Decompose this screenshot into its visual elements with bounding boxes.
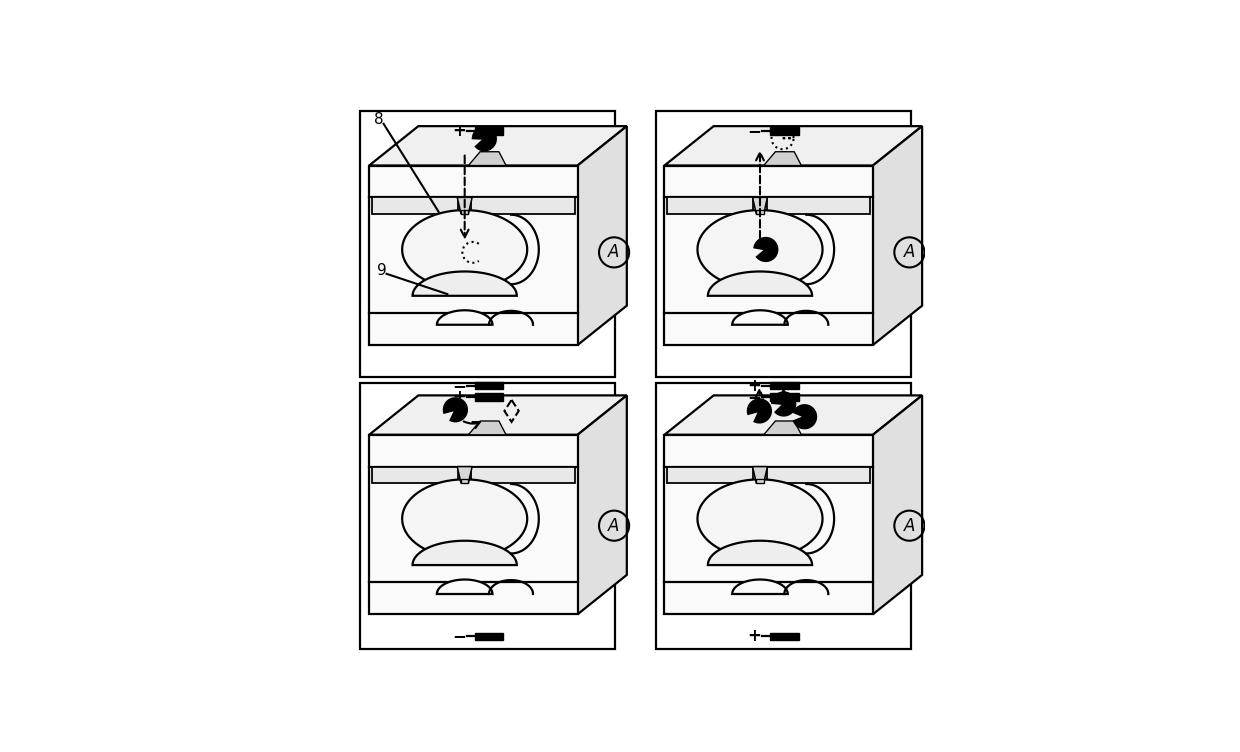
Polygon shape: [873, 126, 923, 345]
Polygon shape: [578, 126, 626, 345]
Polygon shape: [732, 580, 787, 594]
Text: A: A: [609, 244, 620, 262]
Polygon shape: [756, 479, 764, 483]
Polygon shape: [773, 393, 795, 416]
Text: +: +: [451, 122, 466, 140]
Bar: [770, 382, 799, 390]
Polygon shape: [372, 197, 458, 214]
Text: 8: 8: [374, 112, 384, 126]
Polygon shape: [794, 405, 816, 429]
Text: +: +: [451, 388, 466, 406]
Polygon shape: [413, 271, 517, 296]
Polygon shape: [436, 580, 492, 594]
Polygon shape: [472, 127, 496, 150]
Text: A: A: [904, 244, 915, 262]
Polygon shape: [667, 466, 753, 483]
Polygon shape: [708, 271, 812, 296]
Polygon shape: [471, 197, 574, 214]
Polygon shape: [458, 197, 472, 214]
Polygon shape: [471, 466, 574, 483]
Polygon shape: [372, 466, 458, 483]
Polygon shape: [402, 479, 527, 558]
Polygon shape: [444, 399, 467, 421]
Polygon shape: [370, 126, 626, 165]
Polygon shape: [469, 152, 506, 165]
Text: −: −: [748, 388, 761, 406]
Text: 9: 9: [377, 263, 387, 278]
Bar: [656, 111, 910, 377]
Polygon shape: [469, 421, 506, 435]
Polygon shape: [413, 541, 517, 565]
Polygon shape: [578, 396, 626, 614]
Bar: [475, 632, 503, 640]
Text: A: A: [904, 517, 915, 535]
Bar: [361, 111, 615, 377]
Text: −: −: [451, 377, 466, 395]
Polygon shape: [402, 210, 527, 289]
Text: −: −: [451, 627, 466, 645]
Polygon shape: [754, 238, 777, 261]
Text: −: −: [748, 122, 761, 140]
Polygon shape: [461, 479, 469, 483]
Polygon shape: [665, 126, 923, 165]
Bar: [475, 127, 503, 135]
Polygon shape: [708, 541, 812, 565]
Polygon shape: [665, 165, 873, 345]
Bar: [770, 393, 799, 401]
Text: +: +: [748, 377, 761, 395]
Polygon shape: [764, 152, 801, 165]
Polygon shape: [667, 197, 753, 214]
Polygon shape: [753, 197, 768, 214]
Polygon shape: [665, 435, 873, 614]
Bar: [656, 383, 910, 649]
Bar: [361, 383, 615, 649]
Polygon shape: [873, 396, 923, 614]
Bar: [475, 393, 503, 401]
Polygon shape: [436, 311, 492, 325]
Polygon shape: [732, 311, 787, 325]
Polygon shape: [766, 197, 870, 214]
Polygon shape: [370, 165, 578, 345]
Polygon shape: [458, 466, 472, 483]
Polygon shape: [753, 466, 768, 483]
Polygon shape: [370, 435, 578, 614]
Polygon shape: [697, 210, 822, 289]
Bar: [475, 382, 503, 390]
Text: A: A: [609, 517, 620, 535]
Polygon shape: [370, 396, 626, 435]
Text: +: +: [748, 627, 761, 645]
Bar: [770, 632, 799, 640]
Polygon shape: [764, 421, 801, 435]
Bar: [770, 127, 799, 135]
Polygon shape: [756, 210, 764, 214]
Polygon shape: [665, 396, 923, 435]
Polygon shape: [697, 479, 822, 558]
Polygon shape: [461, 210, 469, 214]
Polygon shape: [748, 399, 771, 423]
Polygon shape: [766, 466, 870, 483]
